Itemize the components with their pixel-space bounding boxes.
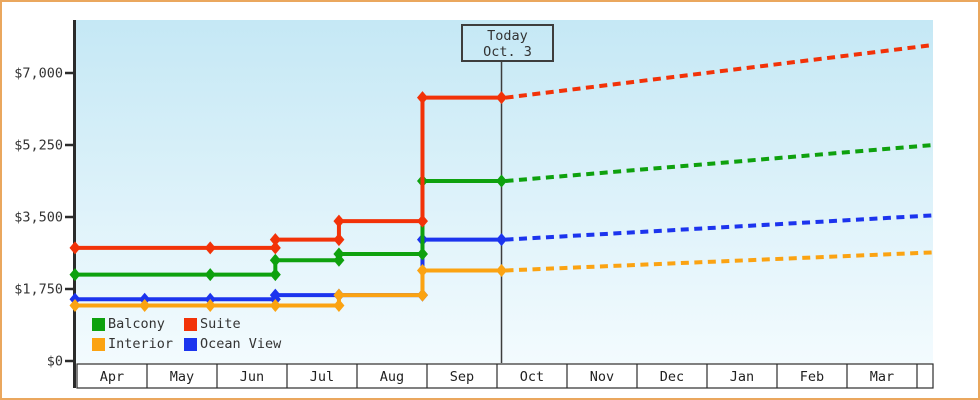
- today-label-line2: Oct. 3: [483, 44, 532, 60]
- today-label-line1: Today: [487, 28, 528, 44]
- legend-label: Balcony: [108, 316, 165, 332]
- data-point-marker-interior: [416, 288, 428, 302]
- projection-line-balcony: [505, 143, 934, 183]
- legend: Balcony Suite Interior Ocean View: [92, 314, 281, 354]
- month-label: Dec: [660, 369, 684, 385]
- month-label: Apr: [100, 369, 124, 385]
- month-label: Sep: [450, 369, 474, 385]
- legend-label: Ocean View: [200, 336, 282, 352]
- data-point-marker-ocean-view: [496, 233, 508, 247]
- projection-line-ocean-view: [505, 213, 934, 242]
- data-point-marker-balcony: [416, 247, 428, 261]
- data-point-marker-interior: [139, 298, 151, 312]
- data-point-marker-ocean-view: [269, 288, 281, 302]
- legend-swatch-balcony: [92, 317, 105, 331]
- data-point-marker-suite: [269, 233, 281, 247]
- legend-swatch-suite: [184, 317, 197, 331]
- data-point-marker-interior: [496, 263, 508, 277]
- month-label: Mar: [870, 369, 894, 385]
- projection-line-interior: [505, 250, 934, 273]
- month-label: Jul: [310, 369, 334, 385]
- data-point-marker-balcony: [204, 268, 216, 282]
- data-point-marker-suite: [204, 241, 216, 255]
- data-point-marker-balcony: [269, 253, 281, 267]
- data-point-marker-interior: [204, 298, 216, 312]
- legend-swatch-ocean-view: [184, 337, 197, 351]
- data-point-marker-balcony: [69, 268, 81, 282]
- month-label: Jan: [730, 369, 754, 385]
- data-point-marker-interior: [269, 298, 281, 312]
- data-point-marker-interior: [333, 288, 345, 302]
- data-point-marker-suite: [69, 241, 81, 255]
- data-point-marker-interior: [333, 298, 345, 312]
- today-box: [461, 24, 554, 62]
- legend-item-interior: Interior: [92, 334, 184, 354]
- data-point-marker-balcony: [496, 174, 508, 188]
- data-point-marker-suite: [333, 214, 345, 228]
- data-point-marker-suite: [269, 241, 281, 255]
- data-point-marker-balcony: [333, 247, 345, 261]
- month-label: Jun: [240, 369, 264, 385]
- y-axis-tick-label: $1,750: [14, 282, 63, 298]
- month-label: Oct: [520, 369, 544, 385]
- data-point-marker-interior: [69, 298, 81, 312]
- data-point-marker-balcony: [269, 268, 281, 282]
- month-label: Aug: [380, 369, 404, 385]
- y-axis-tick-label: $5,250: [14, 138, 63, 154]
- legend-item-suite: Suite: [184, 314, 281, 334]
- month-label: Feb: [800, 369, 824, 385]
- month-axis-band: [76, 363, 934, 389]
- data-point-marker-suite: [416, 214, 428, 228]
- month-label: Nov: [590, 369, 614, 385]
- legend-label: Interior: [108, 336, 174, 352]
- y-axis-tick-label: $7,000: [14, 66, 63, 82]
- data-point-marker-suite: [333, 233, 345, 247]
- y-axis-tick-label: $3,500: [14, 210, 63, 226]
- legend-label: Suite: [200, 316, 241, 332]
- month-label: May: [170, 369, 194, 385]
- legend-item-ocean-view: Ocean View: [184, 334, 281, 354]
- y-axis-tick-label: $0: [47, 354, 63, 370]
- data-point-marker-suite: [496, 91, 508, 105]
- data-point-marker-suite: [416, 91, 428, 105]
- projection-line-suite: [505, 43, 934, 100]
- legend-item-balcony: Balcony: [92, 314, 184, 334]
- plot-area: [75, 20, 933, 363]
- legend-swatch-interior: [92, 337, 105, 351]
- data-point-marker-interior: [416, 263, 428, 277]
